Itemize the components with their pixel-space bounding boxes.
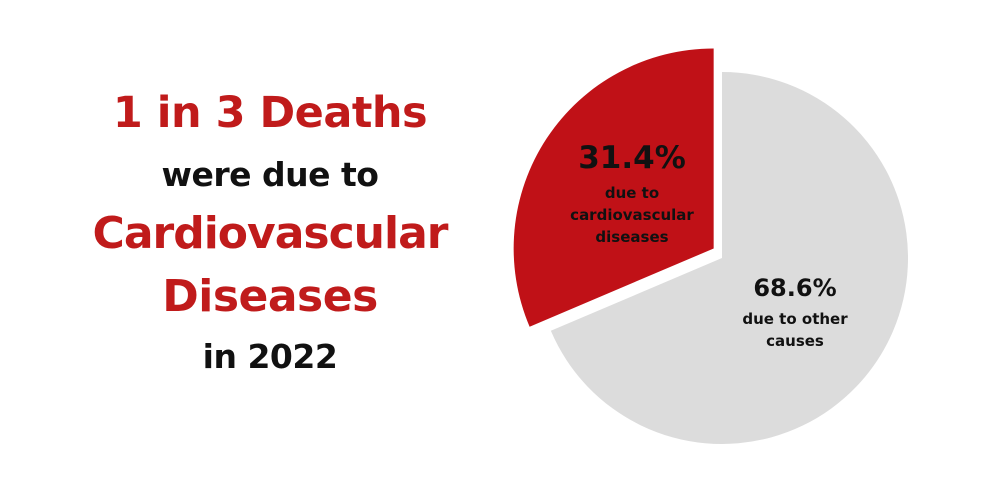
pie-chart: 31.4% due to cardiovascular diseases 68.6% du…	[510, 40, 930, 460]
headline-line-5: in 2022	[202, 337, 338, 376]
headline-line-2: were due to	[161, 155, 379, 194]
cardiovascular-description-line: cardiovascular	[570, 206, 694, 224]
headline: 1 in 3 Deaths were due to Cardiovascular…	[40, 88, 500, 376]
headline-line-4: Diseases	[162, 271, 378, 322]
other-causes-description-line: causes	[766, 332, 824, 350]
other-causes-percent-label: 68.6%	[753, 274, 836, 302]
pie-chart-svg: 31.4% due to cardiovascular diseases 68.6% du…	[513, 48, 908, 444]
cardiovascular-percent-label: 31.4%	[578, 140, 686, 176]
other-causes-description-line: due to other	[742, 310, 848, 328]
cardiovascular-description-line: due to	[605, 184, 659, 202]
pie-slice-cardiovascular	[513, 48, 714, 327]
headline-line-1: 1 in 3 Deaths	[112, 88, 428, 138]
pie-slice-other-causes	[550, 72, 908, 444]
headline-line-3: Cardiovascular	[92, 208, 449, 259]
cardiovascular-description-line: diseases	[595, 228, 668, 246]
